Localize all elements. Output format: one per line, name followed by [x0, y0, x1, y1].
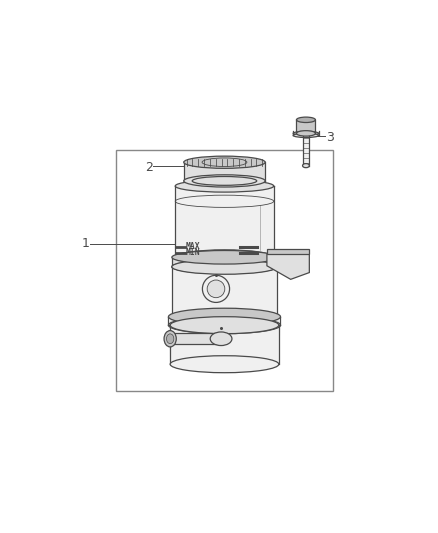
- Ellipse shape: [164, 330, 176, 347]
- Ellipse shape: [293, 133, 319, 138]
- Ellipse shape: [293, 131, 319, 135]
- Text: MIN: MIN: [186, 248, 201, 257]
- Ellipse shape: [192, 182, 257, 190]
- Ellipse shape: [172, 260, 277, 274]
- Ellipse shape: [303, 164, 309, 168]
- Text: 1: 1: [82, 237, 90, 250]
- Polygon shape: [170, 333, 221, 344]
- Polygon shape: [172, 257, 277, 267]
- Polygon shape: [169, 325, 280, 364]
- Ellipse shape: [172, 309, 277, 324]
- Polygon shape: [267, 249, 309, 254]
- Polygon shape: [184, 162, 265, 181]
- Text: 3: 3: [326, 131, 334, 144]
- Text: 2: 2: [145, 161, 152, 174]
- Ellipse shape: [169, 317, 280, 334]
- Polygon shape: [297, 120, 315, 133]
- Polygon shape: [169, 317, 280, 325]
- Ellipse shape: [210, 332, 232, 345]
- FancyBboxPatch shape: [116, 150, 333, 391]
- Ellipse shape: [170, 317, 279, 334]
- Ellipse shape: [175, 250, 274, 265]
- Polygon shape: [172, 267, 277, 317]
- Ellipse shape: [166, 334, 174, 344]
- Ellipse shape: [170, 356, 279, 373]
- Ellipse shape: [184, 156, 265, 168]
- Polygon shape: [303, 135, 309, 166]
- Polygon shape: [175, 186, 274, 257]
- Ellipse shape: [175, 180, 274, 192]
- Ellipse shape: [192, 176, 257, 185]
- Ellipse shape: [184, 175, 265, 187]
- Ellipse shape: [169, 308, 280, 325]
- Circle shape: [207, 280, 225, 297]
- Text: MAX: MAX: [186, 243, 201, 252]
- Ellipse shape: [172, 251, 277, 264]
- Ellipse shape: [297, 117, 315, 123]
- Polygon shape: [267, 254, 309, 279]
- Circle shape: [202, 275, 230, 302]
- Ellipse shape: [172, 260, 277, 273]
- Polygon shape: [184, 181, 265, 186]
- Ellipse shape: [297, 131, 315, 136]
